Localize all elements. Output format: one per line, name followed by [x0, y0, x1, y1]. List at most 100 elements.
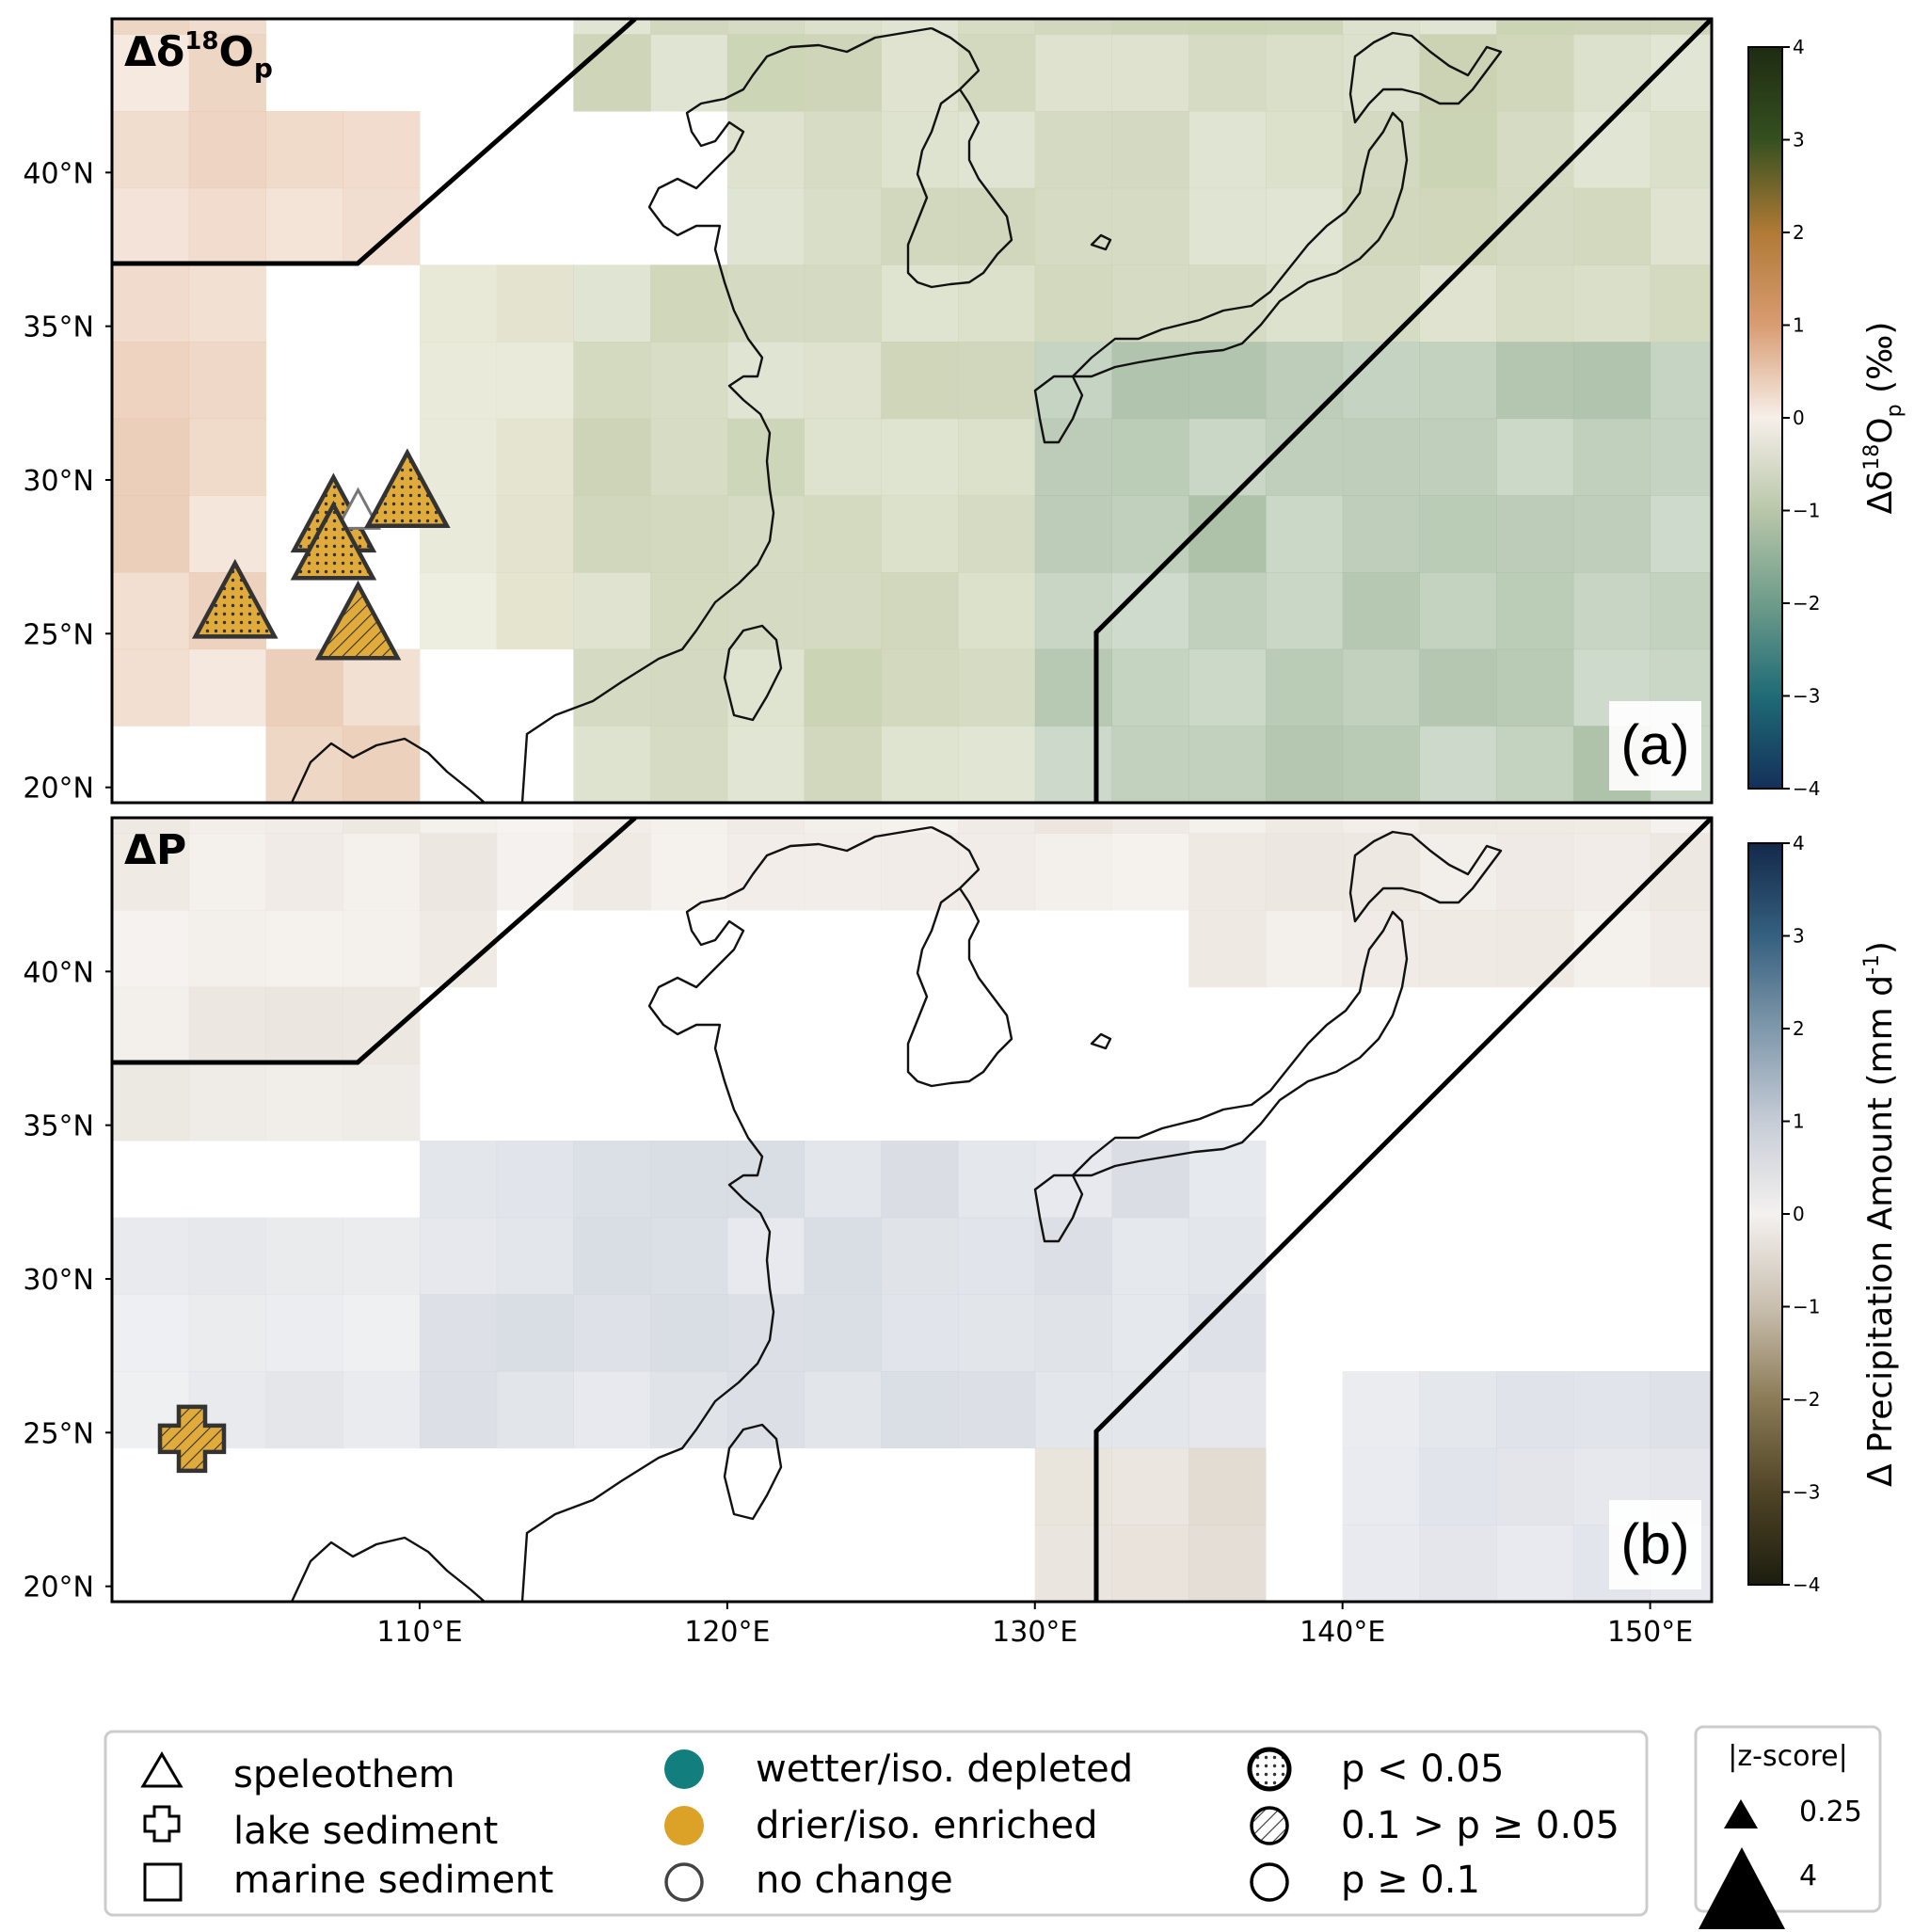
grid-cell	[1419, 818, 1497, 834]
panel-b-map	[112, 818, 1712, 1602]
grid-cell	[650, 1371, 728, 1449]
grid-cell	[1111, 648, 1189, 726]
grid-cell	[1496, 648, 1574, 726]
grid-cell	[1342, 726, 1420, 803]
grid-cell	[958, 572, 1036, 650]
colorbar-b: 4 3 2 1 0 −1 −2 −3 −4 Δ Precipitation Amount (mm…	[1747, 832, 1900, 1596]
colorbar-tick-label: 2	[1793, 221, 1805, 244]
grid-cell	[112, 910, 190, 988]
panel-b-coastline	[290, 825, 1503, 1602]
grid-cell	[1188, 1294, 1267, 1372]
grid-cell	[1265, 572, 1344, 650]
grid-cell	[1572, 418, 1651, 496]
grid-cell	[112, 833, 190, 911]
grid-cell	[1650, 342, 1712, 420]
grid-cell	[726, 342, 805, 420]
grid-cell	[112, 264, 190, 343]
colorbar-a-ticks: 4 3 2 1 0 −1 −2 −3 −4	[1782, 36, 1820, 800]
grid-cell	[1034, 1447, 1112, 1525]
grid-cell	[1111, 19, 1189, 35]
grid-cell	[343, 111, 421, 189]
grid-cell	[958, 1294, 1036, 1372]
grid-cell	[112, 572, 190, 650]
grid-cell	[1419, 19, 1497, 35]
grid-cell	[1265, 342, 1344, 420]
grid-cell	[1419, 1371, 1497, 1449]
legend-lake-sediment-label: lake sediment	[233, 1810, 498, 1853]
grid-cell	[188, 111, 266, 189]
grid-cell	[1034, 818, 1112, 834]
grid-cell	[1111, 572, 1189, 650]
grid-cell	[112, 1217, 190, 1295]
grid-cell	[1111, 264, 1189, 343]
grid-cell	[188, 264, 266, 343]
grid-cell	[726, 187, 805, 265]
legend-wetter-icon	[664, 1749, 704, 1789]
grid-cell	[496, 495, 574, 573]
grid-cell	[1034, 726, 1112, 803]
grid-cell	[1342, 1447, 1420, 1525]
grid-cell	[1572, 264, 1651, 343]
legend-speleothem-icon	[140, 1751, 183, 1788]
grid-cell	[1342, 418, 1420, 496]
panel-b-domain-boundary-east	[1093, 818, 1712, 1602]
colorbar-tick-label: −2	[1793, 592, 1820, 615]
grid-cell	[726, 1141, 805, 1219]
grid-cell	[496, 1217, 574, 1295]
grid-cell	[1496, 910, 1574, 988]
grid-cell	[650, 19, 728, 35]
grid-cell	[726, 818, 805, 834]
grid-cell	[958, 495, 1036, 573]
colorbar-b-bar	[1747, 842, 1783, 1586]
grid-cell	[1188, 1525, 1267, 1602]
grid-cell	[1265, 19, 1344, 35]
grid-cell	[343, 910, 421, 988]
grid-cell	[1188, 342, 1267, 420]
grid-cell	[343, 726, 421, 803]
colorbar-a: 4 3 2 1 0 −1 −2 −3 −4 Δδ18Op (‰)	[1747, 36, 1906, 800]
grid-cell	[650, 648, 728, 726]
legend-no-change-label: no change	[756, 1859, 953, 1902]
grid-cell	[1572, 818, 1651, 834]
colorbar-tick-label: −1	[1793, 1296, 1820, 1318]
grid-cell	[1342, 342, 1420, 420]
grid-cell	[881, 833, 959, 911]
grid-cell	[343, 986, 421, 1064]
grid-cell	[726, 1217, 805, 1295]
grid-cell	[1265, 187, 1344, 265]
grid-cell	[1342, 264, 1420, 343]
grid-cell	[881, 111, 959, 189]
grid-cell	[1111, 1217, 1189, 1295]
grid-cell	[343, 648, 421, 726]
grid-cell	[1111, 495, 1189, 573]
panel-a-title: Δδ18Op	[124, 27, 273, 84]
grid-cell	[958, 19, 1036, 35]
grid-cell	[1188, 418, 1267, 496]
grid-cell	[496, 1294, 574, 1372]
grid-cell	[1572, 342, 1651, 420]
panel-a-letter: (a)	[1620, 713, 1689, 776]
grid-cell	[726, 418, 805, 496]
grid-cell	[1572, 495, 1651, 573]
colorbar-tick-label: −4	[1793, 777, 1820, 800]
grid-cell	[650, 264, 728, 343]
colorbar-a-label: Δδ18Op (‰)	[1860, 322, 1906, 515]
grid-cell	[1342, 34, 1420, 112]
grid-cell	[1496, 111, 1574, 189]
grid-cell	[804, 726, 882, 803]
grid-cell	[1188, 1371, 1267, 1449]
colorbar-tick-label: 1	[1793, 1110, 1805, 1133]
grid-cell	[419, 572, 498, 650]
colorbar-tick-label: −3	[1793, 1481, 1820, 1504]
grid-cell	[1265, 648, 1344, 726]
grid-cell	[496, 1141, 574, 1219]
grid-cell	[1188, 833, 1267, 911]
grid-cell	[881, 572, 959, 650]
legend-p01-icon	[1250, 1806, 1289, 1845]
grid-cell	[112, 818, 190, 834]
grid-cell	[343, 818, 421, 834]
grid-cell	[958, 1371, 1036, 1449]
grid-cell	[573, 1294, 651, 1372]
grid-cell	[881, 818, 959, 834]
